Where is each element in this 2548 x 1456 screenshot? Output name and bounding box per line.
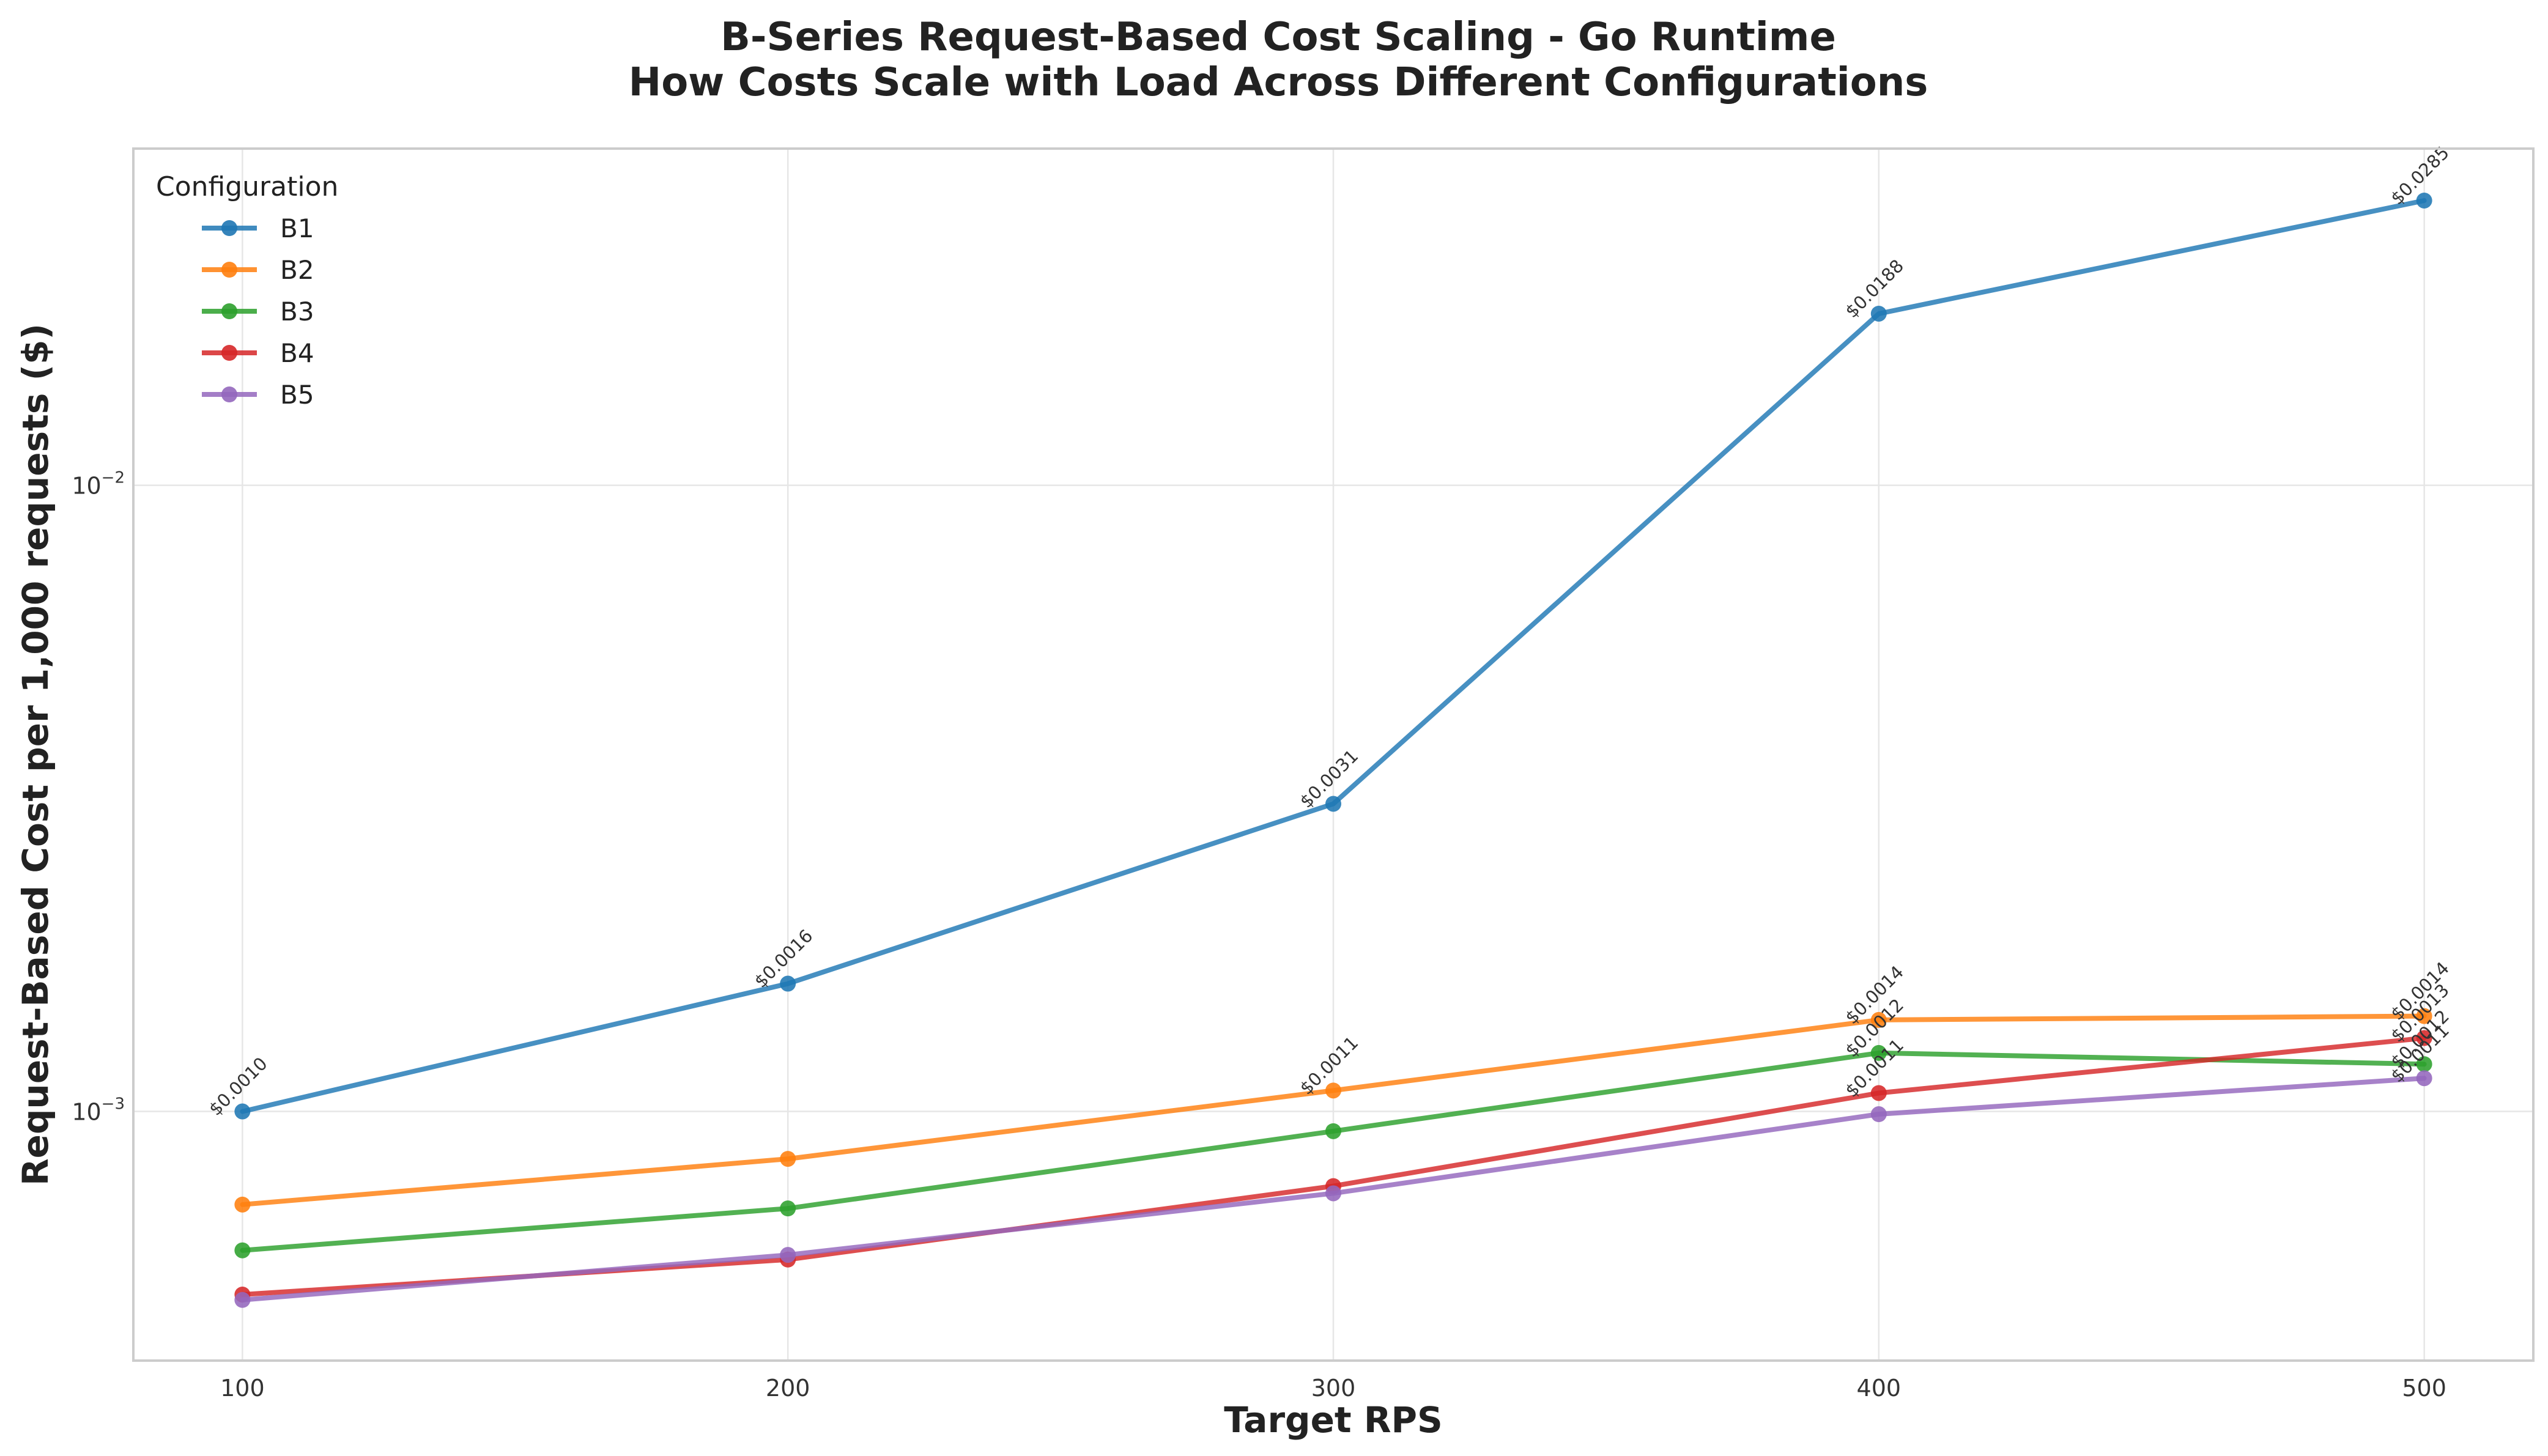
- data-point-b2: [2416, 1008, 2432, 1024]
- chart-subtitle: How Costs Scale with Load Across Differe…: [629, 60, 1928, 105]
- legend-label-b4: B4: [280, 338, 314, 368]
- data-point-b1: [2416, 192, 2432, 209]
- legend-marker-b5: [221, 386, 237, 402]
- data-point-b4: [2416, 1030, 2432, 1046]
- legend-label-b5: B5: [280, 380, 314, 410]
- data-point-b3: [1870, 1044, 1887, 1061]
- data-point-b2: [1325, 1082, 1341, 1099]
- data-point-b4: [1870, 1085, 1887, 1101]
- data-point-b2: [780, 1151, 796, 1167]
- data-point-b3: [1325, 1123, 1341, 1139]
- x-tick-label: 500: [2402, 1375, 2446, 1402]
- data-point-b5: [1325, 1185, 1341, 1202]
- x-tick-label: 200: [766, 1375, 810, 1402]
- data-point-b1: [780, 975, 796, 992]
- y-axis-label: Request-Based Cost per 1,000 requests ($…: [15, 323, 56, 1186]
- data-point-b5: [2416, 1070, 2432, 1087]
- data-point-b2: [234, 1196, 251, 1213]
- grid-lines: [133, 149, 2533, 1361]
- data-point-b1: [1325, 796, 1341, 812]
- series-lines: [234, 192, 2432, 1308]
- legend-marker-b2: [221, 262, 237, 278]
- legend-title: Configuration: [156, 171, 338, 202]
- legend-label-b1: B1: [280, 213, 314, 243]
- data-point-b3: [780, 1200, 796, 1217]
- data-point-b1: [1870, 305, 1887, 322]
- legend-marker-b1: [221, 220, 237, 236]
- x-tick-label: 300: [1311, 1375, 1356, 1402]
- x-tick-label: 400: [1857, 1375, 1902, 1402]
- y-tick-label: 10−2: [72, 469, 125, 500]
- data-point-b5: [1870, 1106, 1887, 1123]
- data-point-b1: [234, 1103, 251, 1120]
- data-point-b5: [234, 1292, 251, 1308]
- x-axis-label: Target RPS: [1224, 1399, 1443, 1441]
- chart-title: B-Series Request-Based Cost Scaling - Go…: [720, 15, 1836, 60]
- data-point-b3: [2416, 1056, 2432, 1073]
- legend-label-b2: B2: [280, 255, 314, 285]
- axis-ticks: 100 200 300 400 500 10−3 10−2: [72, 469, 2446, 1402]
- legend-marker-b4: [221, 345, 237, 361]
- legend-marker-b3: [221, 303, 237, 319]
- x-tick-label: 100: [220, 1375, 265, 1402]
- data-point-b5: [780, 1247, 796, 1263]
- y-tick-label: 10−3: [72, 1095, 125, 1126]
- legend: Configuration B1 B2 B3 B4 B5: [156, 171, 338, 410]
- plot-area: [132, 147, 2535, 1362]
- legend-label-b3: B3: [280, 297, 314, 327]
- data-point-b2: [1870, 1011, 1887, 1028]
- data-labels: $0.0010$0.0016$0.0031$0.0188$0.0285$0.00…: [205, 142, 2453, 1119]
- data-point-b3: [234, 1242, 251, 1258]
